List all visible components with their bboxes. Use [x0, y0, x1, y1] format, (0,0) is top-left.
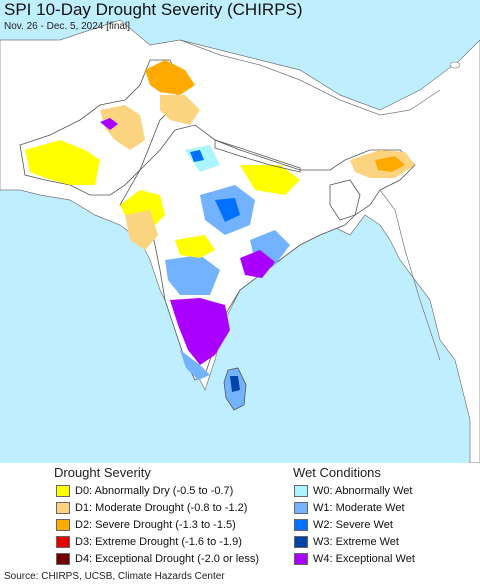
legend-item-d2: D2: Severe Drought (-1.3 to -1.5): [56, 518, 236, 532]
legend-item-d4: D4: Exceptional Drought (-2.0 or less): [56, 552, 259, 566]
drought-map: SPI 10-Day Drought Severity (CHIRPS) Nov…: [0, 0, 480, 463]
legend-item-d1: D1: Moderate Drought (-0.8 to -1.2): [56, 501, 247, 515]
patch-south-w1: [180, 350, 210, 380]
legend-label-w2: W2: Severe Wet: [313, 519, 393, 531]
legend-label-w0: W0: Abnormally Wet: [313, 485, 413, 497]
swatch-w3: [294, 536, 308, 548]
patch-pak-w: [100, 118, 118, 130]
drought-legend-heading: Drought Severity: [54, 465, 151, 480]
china-border: [179, 39, 441, 116]
patch-gangetic-d0: [240, 165, 300, 195]
legend-item-d3: D3: Extreme Drought (-1.6 to -1.9): [56, 535, 242, 549]
patch-central-w2: [215, 198, 240, 222]
legend-label-d3: D3: Extreme Drought (-1.6 to -1.9): [75, 536, 242, 548]
swatch-d0: [56, 485, 70, 497]
patch-pak-d0: [25, 140, 100, 185]
legend-label-w3: W3: Extreme Wet: [313, 536, 399, 548]
legend-label-w1: W1: Moderate Wet: [313, 502, 405, 514]
patch-north-d2: [145, 60, 195, 95]
swatch-d3: [56, 536, 70, 548]
legend-item-w0: W0: Abnormally Wet: [294, 484, 412, 498]
legend-label-d4: D4: Exceptional Drought (-2.0 or less): [75, 553, 260, 565]
patch-west-d1: [125, 210, 158, 250]
island: [449, 61, 461, 69]
bangladesh-land: [329, 179, 361, 221]
srilanka-w2: [230, 376, 240, 392]
map-title: SPI 10-Day Drought Severity (CHIRPS): [4, 0, 303, 19]
patch-north-d1: [160, 95, 200, 125]
map-svg: [0, 19, 480, 463]
legend-item-w1: W1: Moderate Wet: [294, 501, 405, 515]
legend-item-w4: W4: Exceptional Wet: [294, 552, 415, 566]
legend-label-w4: W4: Exceptional Wet: [313, 553, 415, 565]
swatch-d2: [56, 519, 70, 531]
map-subtitle: Nov. 26 - Dec. 5, 2024 [final]: [4, 21, 130, 32]
patch-deccan-w1: [165, 255, 220, 295]
swatch-d4: [56, 553, 70, 565]
swatch-w4: [294, 553, 308, 565]
legend: Drought Severity Wet Conditions D0: Abno…: [0, 463, 480, 573]
patch-deccan-d0: [175, 235, 215, 258]
swatch-w0: [294, 485, 308, 497]
wet-legend-heading: Wet Conditions: [293, 465, 381, 480]
swatch-w1: [294, 502, 308, 514]
myanmar-border: [379, 189, 441, 361]
legend-item-d0: D0: Abnormally Dry (-0.5 to -0.7): [56, 484, 233, 498]
legend-item-w3: W3: Extreme Wet: [294, 535, 399, 549]
patch-south-w4: [170, 298, 230, 365]
legend-label-d2: D2: Severe Drought (-1.3 to -1.5): [75, 519, 236, 531]
legend-label-d1: D1: Moderate Drought (-0.8 to -1.2): [75, 502, 248, 514]
patch-east-w4: [240, 250, 275, 278]
patch-ne-d2: [375, 156, 405, 172]
legend-label-d0: D0: Abnormally Dry (-0.5 to -0.7): [75, 485, 234, 497]
swatch-w2: [294, 519, 308, 531]
swatch-d1: [56, 502, 70, 514]
nepal-land: [214, 139, 301, 173]
legend-item-w2: W2: Severe Wet: [294, 518, 393, 532]
source-credit: Source: CHIRPS, UCSB, Climate Hazards Ce…: [4, 571, 225, 582]
patch-pak-d1: [100, 105, 145, 150]
patch-north-w2: [190, 150, 204, 162]
